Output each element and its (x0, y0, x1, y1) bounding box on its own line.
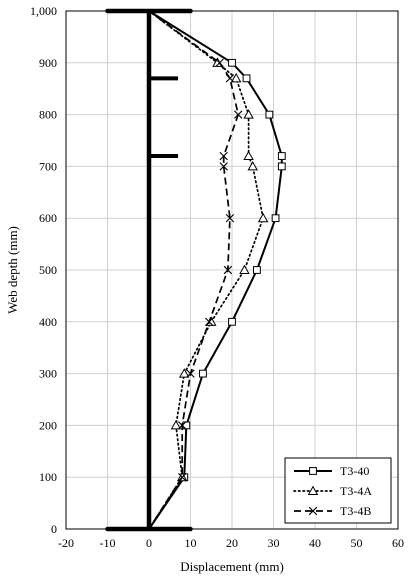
x-tick-label: -10 (100, 536, 116, 550)
x-marker (219, 151, 228, 161)
square-marker (242, 74, 251, 83)
x-marker (225, 74, 235, 83)
y-tick-label: 300 (39, 367, 57, 381)
y-tick-label: 0 (51, 522, 57, 536)
y-tick-label: 200 (39, 418, 57, 432)
x-tick-label: 40 (309, 536, 321, 550)
x-marker (186, 369, 195, 378)
series-t3-4a (148, 10, 269, 530)
x-axis-label: Displacement (mm) (180, 559, 284, 574)
y-tick-label: 400 (39, 315, 57, 329)
x-tick-labels: -20 -10 0 10 20 30 40 50 60 (58, 536, 404, 550)
triangle-marker (179, 368, 190, 378)
y-tick-label: 600 (39, 211, 57, 225)
triangle-marker (243, 150, 254, 161)
x-marker (178, 473, 187, 482)
square-marker (199, 369, 207, 378)
x-marker (225, 214, 235, 223)
legend-label: T3-4A (340, 484, 372, 498)
y-tick-label: 900 (39, 56, 57, 70)
triangle-marker (247, 160, 258, 171)
square-marker (271, 214, 280, 223)
x-marker (178, 421, 187, 430)
triangle-marker (239, 264, 250, 275)
legend-box (284, 457, 392, 524)
legend-label: T3-4B (340, 504, 371, 518)
x-tick-label: 20 (226, 536, 238, 550)
triangle-marker (243, 109, 254, 119)
x-marker (204, 317, 214, 326)
legend-triangle-marker (307, 485, 319, 496)
x-tick-label: 30 (268, 536, 280, 550)
triangle-marker (170, 419, 182, 430)
legend-square-marker (309, 467, 317, 475)
y-tick-label: 100 (39, 470, 57, 484)
x-tick-label: 60 (392, 536, 404, 550)
x-marker (219, 162, 228, 171)
square-marker (277, 152, 286, 160)
square-marker (265, 110, 274, 119)
y-tick-label: 500 (39, 263, 57, 277)
x-tick-label: 0 (146, 536, 152, 550)
series-t3-40 (148, 10, 286, 530)
series-t3-4b (148, 10, 243, 530)
y-tick-labels: 0 100 200 300 400 500 600 700 800 900 1,000 (30, 4, 57, 536)
x-marker (215, 58, 224, 67)
x-marker (223, 265, 233, 275)
y-tick-label: 700 (39, 159, 57, 173)
x-tick-label: -20 (58, 536, 74, 550)
y-axis-label: Web depth (mm) (5, 226, 20, 314)
square-marker (228, 317, 236, 326)
y-tick-label: 800 (39, 108, 57, 122)
x-marker (234, 110, 243, 119)
legend-label: T3-40 (340, 464, 369, 478)
y-tick-label: 1,000 (30, 4, 57, 18)
x-tick-label: 10 (185, 536, 197, 550)
square-marker (253, 266, 261, 274)
x-tick-label: 50 (351, 536, 363, 550)
legend-x-marker (308, 506, 318, 516)
triangle-marker (257, 212, 269, 223)
square-marker (277, 162, 286, 171)
legend: T3-40 T3-4A T3-4B (284, 457, 392, 524)
data-series (148, 10, 286, 530)
square-marker (228, 58, 236, 67)
triangle-marker (230, 72, 242, 83)
plot-border (65, 10, 399, 530)
